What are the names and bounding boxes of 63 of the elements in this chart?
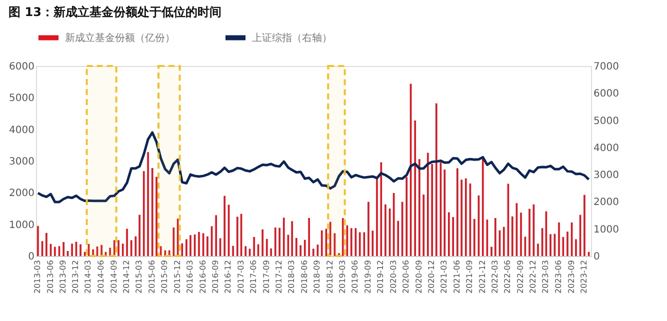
y-tick-label: 4000	[9, 124, 34, 136]
x-tick-label: 2021-12	[478, 260, 487, 294]
y-tick-label: 2000	[9, 188, 34, 200]
x-tick-label: 2021-09	[465, 260, 474, 294]
y-tick-label: 5000	[9, 93, 34, 104]
x-tick-label: 2022-06	[503, 260, 512, 294]
x-tick-label: 2019-06	[350, 260, 360, 294]
y2-tick-label: 2000	[594, 197, 619, 208]
x-tick-label: 2014-06	[96, 260, 106, 294]
x-tick-label: 2019-09	[363, 260, 372, 294]
chart-title: 图 13：新成立基金份额处于低位的时间	[8, 5, 222, 19]
x-tick-label: 2017-03	[236, 260, 246, 294]
x-tick-label: 2016-12	[224, 260, 233, 294]
x-tick-label: 2020-06	[402, 260, 411, 294]
x-tick-label: 2020-12	[427, 260, 436, 294]
x-tick-label: 2021-06	[452, 260, 462, 294]
x-tick-label: 2016-06	[198, 260, 208, 294]
y-tick-label: 3000	[9, 156, 34, 168]
x-tick-label: 2017-12	[274, 260, 284, 294]
x-tick-label: 2017-06	[249, 260, 258, 294]
x-tick-label: 2014-03	[84, 260, 93, 294]
x-tick-label: 2023-06	[554, 260, 563, 294]
x-tick-label: 2014-12	[122, 260, 132, 294]
y2-tick-label: 4000	[594, 142, 619, 154]
x-tick-label: 2023-09	[566, 260, 576, 294]
x-tick-label: 2015-12	[172, 260, 182, 294]
x-tick-label: 2019-12	[376, 260, 386, 294]
x-tick-label: 2013-12	[71, 260, 80, 294]
x-tick-label: 2015-09	[160, 260, 170, 294]
x-tick-label: 2013-06	[46, 260, 55, 294]
x-tick-label: 2014-09	[109, 260, 118, 294]
y-tick-label: 6000	[9, 62, 34, 72]
y2-tick-label: 0	[594, 252, 600, 262]
x-tick-label: 2022-09	[516, 260, 525, 294]
x-tick-label: 2018-09	[312, 260, 322, 294]
y2-tick-label: 6000	[594, 88, 619, 100]
x-tick-label: 2018-06	[300, 260, 309, 294]
x-tick-label: 2019-03	[338, 260, 347, 294]
y2-tick-label: 1000	[594, 224, 619, 236]
y-tick-label: 0	[28, 252, 34, 262]
x-tick-label: 2017-09	[262, 260, 271, 294]
x-tick-label: 2020-09	[414, 260, 424, 294]
legend-label: 上证综指（右轴）	[252, 32, 332, 44]
x-tick-label: 2023-03	[541, 260, 550, 294]
x-tick-label: 2021-03	[440, 260, 449, 294]
y2-tick-label: 3000	[594, 170, 619, 182]
x-tick-label: 2023-12	[579, 260, 588, 294]
y2-tick-label: 7000	[594, 62, 619, 72]
x-tick-label: 2018-12	[325, 260, 334, 294]
x-tick-label: 2022-03	[490, 260, 500, 294]
x-tick-label: 2015-03	[134, 260, 144, 294]
x-tick-label: 2015-06	[147, 260, 156, 294]
x-tick-label: 2018-03	[287, 260, 296, 294]
line-series	[36, 131, 590, 204]
x-tick-label: 2016-03	[185, 260, 194, 294]
x-tick-label: 2020-03	[388, 260, 398, 294]
x-tick-label: 2013-03	[32, 260, 42, 294]
x-tick-label: 2016-09	[211, 260, 220, 294]
y-tick-label: 1000	[9, 220, 34, 231]
x-tick-label: 2022-12	[528, 260, 538, 294]
legend-label: 新成立基金份额（亿份）	[65, 32, 175, 44]
x-tick-label: 2013-09	[58, 260, 68, 294]
y2-tick-label: 5000	[594, 116, 619, 127]
